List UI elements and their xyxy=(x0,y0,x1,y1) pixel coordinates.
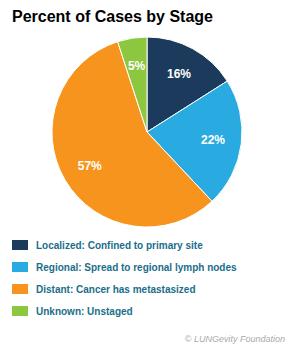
html-text:Distant: Cancer has metastasiz: Distant: Cancer has metastasized xyxy=(36,283,196,295)
html-text:© LUNGevity Foundation: © LUNGevity Foundation xyxy=(184,334,285,344)
html-text:Localized: Confined to primary: Localized: Confined to primary site xyxy=(36,239,203,251)
html-text:Unknown: Unstaged: Unknown: Unstaged xyxy=(36,305,133,317)
html-text:Regional: Spread to regional l: Regional: Spread to regional lymph nodes xyxy=(36,261,237,273)
svg-text:5%: 5% xyxy=(128,59,146,73)
svg-text:57%: 57% xyxy=(78,159,102,173)
svg-text:16%: 16% xyxy=(167,67,191,81)
svg-text:22%: 22% xyxy=(201,133,225,147)
html-text:Percent of Cases by Stage: Percent of Cases by Stage xyxy=(12,8,213,25)
